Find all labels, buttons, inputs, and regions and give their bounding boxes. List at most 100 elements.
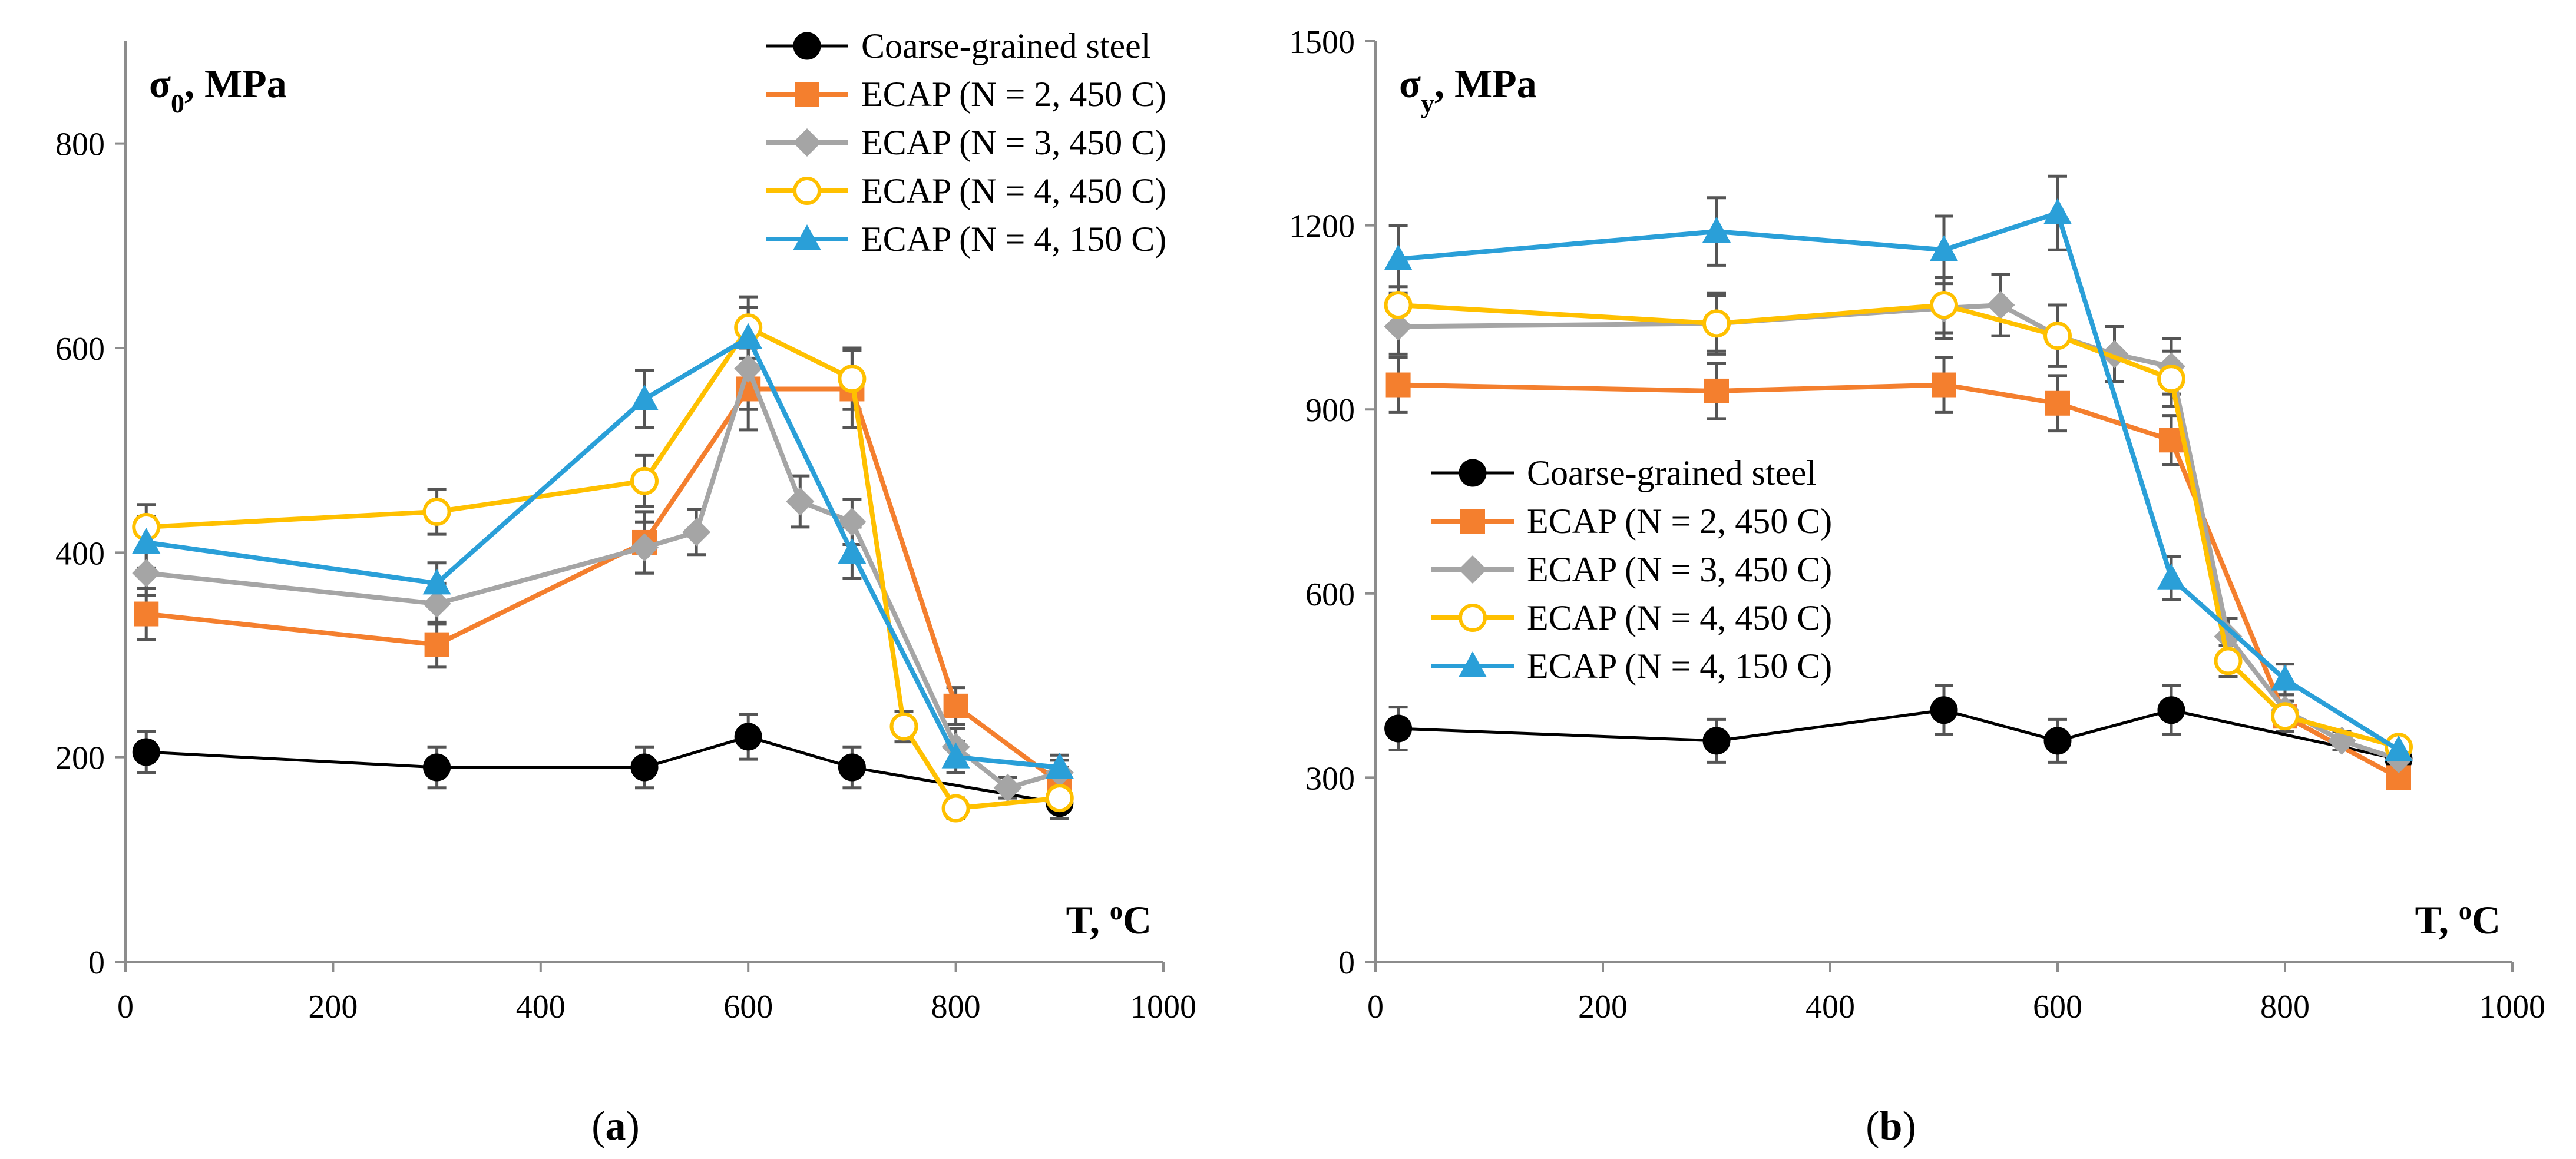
panel-b-coarse-line xyxy=(1398,708,2399,761)
panel-b-ecap_n2_450-point xyxy=(1932,372,1956,398)
panel-a-x-tick-label: 400 xyxy=(516,989,566,1025)
panel-b-coarse-point xyxy=(2043,727,2072,755)
panel-a-ecap_n2_450-point xyxy=(943,693,968,718)
panel-a-ecap_n3_450-point xyxy=(786,487,815,516)
panel-b-series-ecap_n4_450 xyxy=(1384,291,2413,761)
panel-a-coarse-point xyxy=(423,753,451,782)
panel-a-ecap_n4_450-line xyxy=(146,325,1060,811)
panel-b-series-ecap_n4_150 xyxy=(1384,198,2413,761)
panel-a-legend-label-ecap_n4_450: ECAP (N = 4, 450 C) xyxy=(861,171,1166,210)
panel-b-x-tick-label: 1000 xyxy=(2479,989,2545,1025)
panel-a-ecap_n4_150-point xyxy=(734,323,763,349)
panel-b-legend-label-ecap_n2_450: ECAP (N = 2, 450 C) xyxy=(1527,502,1832,541)
panel-a-legend-label-ecap_n4_150: ECAP (N = 4, 150 C) xyxy=(861,220,1166,259)
panel-a-y-tick-label: 0 xyxy=(88,945,105,981)
panel-b-legend: Coarse-grained steel ECAP (N = 2, 450 C) E… xyxy=(1431,453,1832,686)
panel-a-x-tick-label: 1000 xyxy=(1130,989,1196,1025)
panel-b-ecap_n4_450-point xyxy=(2214,647,2243,675)
panel-b-legend-marker-ecap_n4_450 xyxy=(1459,604,1487,632)
panel-a-ecap_n2_450-point xyxy=(424,632,449,657)
panel-a-legend-marker-ecap_n4_450 xyxy=(793,177,821,205)
panel-a-legend-item-ecap_n4_450: ECAP (N = 4, 450 C) xyxy=(766,171,1166,210)
panel-a-ecap_n3_450-point xyxy=(993,773,1022,802)
panel-b-coarse-point xyxy=(2157,696,2185,724)
panel-a-ecap_n3_450-point xyxy=(630,533,659,562)
panel-a-x-tick-label: 600 xyxy=(723,989,773,1025)
panel-a-legend-marker-ecap_n2_450 xyxy=(795,82,819,107)
panel-b-y-tick-label: 1500 xyxy=(1289,24,1355,61)
panel-b-ecap_n4_450-point xyxy=(2271,702,2299,731)
panel-a-ecap_n4_150-line xyxy=(146,335,1060,770)
panel-b-x-tick-label: 800 xyxy=(2260,989,2310,1025)
panel-a-legend-marker-ecap_n3_450 xyxy=(793,128,821,157)
panel-b-ecap_n4_150-point xyxy=(2271,664,2299,691)
panel-b-legend-item-coarse: Coarse-grained steel xyxy=(1431,453,1816,492)
panel-a-ecap_n3_450-point xyxy=(132,559,161,588)
panel-b-y-tick-label: 900 xyxy=(1305,392,1355,429)
panel-a-ecap_n4_150-point xyxy=(1045,753,1074,779)
panel-b-ecap_n4_150-point xyxy=(1384,244,1413,270)
panel-a-coarse-point xyxy=(132,738,160,766)
panel-a-ecap_n4_150-point xyxy=(132,527,161,554)
panel-b-chart: 0 200 400 600 800 1000 0 300 600 900 1200 1500 σy, M… xyxy=(1289,24,2545,1025)
panel-b-ecap_n2_450-point xyxy=(1704,378,1729,403)
panel-b-coarse-point xyxy=(1930,696,1958,724)
panel-a-ecap_n4_150-point xyxy=(941,742,970,769)
panel-b-legend-item-ecap_n4_150: ECAP (N = 4, 150 C) xyxy=(1431,647,1832,686)
panel-a-y-tick-label: 200 xyxy=(55,740,105,777)
panel-b-legend-item-ecap_n3_450: ECAP (N = 3, 450 C) xyxy=(1431,550,1832,589)
panel-a-legend-label-ecap_n2_450: ECAP (N = 2, 450 C) xyxy=(861,75,1166,114)
panel-b-ecap_n3_450-point xyxy=(1986,291,2015,320)
panel-a-coarse-point xyxy=(838,753,866,782)
panel-b-legend-marker-ecap_n2_450 xyxy=(1460,509,1485,534)
panel-a-ecap_n3_450-point xyxy=(838,508,867,537)
panel-b-ecap_n4_150-point xyxy=(2385,735,2413,761)
panel-a-legend-item-ecap_n3_450: ECAP (N = 3, 450 C) xyxy=(766,123,1166,162)
panel-a-ecap_n4_450-point xyxy=(941,794,970,823)
panel-a-legend-item-ecap_n2_450: ECAP (N = 2, 450 C) xyxy=(766,75,1166,114)
panel-b-legend-label-ecap_n3_450: ECAP (N = 3, 450 C) xyxy=(1527,550,1832,589)
panel-a-ecap_n4_150-point xyxy=(630,384,659,410)
panel-a-y-tick-label: 400 xyxy=(55,535,105,572)
panel-a-ecap_n3_450-point xyxy=(734,354,763,383)
panel-a-chart: 0 200 400 600 800 1000 0 200 400 600 800 σ0, MPa T, … xyxy=(55,27,1196,1025)
panel-a-legend-item-coarse: Coarse-grained steel xyxy=(766,27,1150,65)
panel-a-series-ecap_n4_450 xyxy=(132,313,1074,823)
panel-b-series-coarse xyxy=(1384,696,2413,773)
panel-b-legend-marker-coarse xyxy=(1459,459,1487,487)
panel-a-coarse-point xyxy=(734,723,762,751)
panel-a-ecap_n4_450-point xyxy=(838,365,867,393)
panel-b-x-tick-label: 200 xyxy=(1578,989,1628,1025)
panel-a-legend-label-ecap_n3_450: ECAP (N = 3, 450 C) xyxy=(861,123,1166,162)
panel-a-ecap_n4_150-point xyxy=(838,538,867,564)
panel-b-x-tick-label: 400 xyxy=(1805,989,1855,1025)
panel-b-x-tick-label: 600 xyxy=(2033,989,2082,1025)
panel-b-ecap_n4_150-point xyxy=(1930,235,1958,261)
panel-a-ecap_n4_450-point xyxy=(1045,784,1074,813)
panel-b-legend-marker-ecap_n4_150 xyxy=(1459,651,1487,677)
panel-b-ecap_n4_450-point xyxy=(2157,365,2185,393)
panel-a-ecap_n3_450-point xyxy=(682,518,711,547)
panel-b-x-axis-title: T, oC xyxy=(2415,896,2501,943)
panel-b-y-axis-title: σy, MPa xyxy=(1399,61,1537,118)
panel-b-legend-label-ecap_n4_150: ECAP (N = 4, 150 C) xyxy=(1527,647,1832,686)
panel-a-series-ecap_n4_150 xyxy=(132,323,1074,779)
panel-b-legend-label-coarse: Coarse-grained steel xyxy=(1527,453,1816,492)
panel-a-ecap_n2_450-point xyxy=(134,601,159,627)
panel-a-x-tick-label: 0 xyxy=(117,989,134,1025)
panel-a-y-axis-title: σ0, MPa xyxy=(149,61,287,118)
panel-a-ecap_n3_450-line xyxy=(146,366,1060,790)
panel-b-y-tick-label: 600 xyxy=(1305,577,1355,613)
panel-a-label: (a) xyxy=(591,1104,640,1149)
panel-a-legend: Coarse-grained steel ECAP (N = 2, 450 C) E… xyxy=(766,27,1166,259)
panel-a-ecap_n4_450-point xyxy=(422,497,451,526)
panel-a-legend-marker-ecap_n4_150 xyxy=(793,224,821,250)
panel-b-legend-item-ecap_n4_450: ECAP (N = 4, 450 C) xyxy=(1431,598,1832,637)
panel-a-legend-label-coarse: Coarse-grained steel xyxy=(861,27,1150,65)
panel-a-series-ecap_n3_450 xyxy=(132,354,1074,802)
panel-a-ecap_n3_450-point xyxy=(422,590,451,618)
panel-b-ecap_n4_450-point xyxy=(1384,291,1413,320)
panel-a-y-tick-label: 800 xyxy=(55,127,105,163)
panel-a-ecap_n4_450-point xyxy=(889,712,918,741)
panel-a-ecap_n4_450-point xyxy=(630,466,659,495)
